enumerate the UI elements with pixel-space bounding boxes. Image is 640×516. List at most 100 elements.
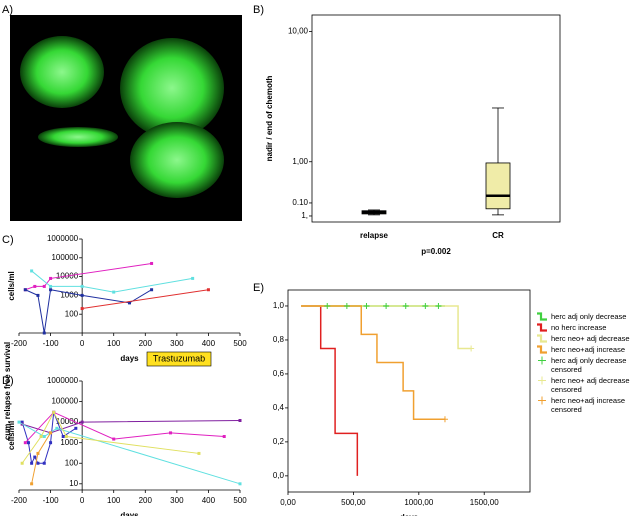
y-tick-label: 10000 [56,417,79,426]
legend-item: herc neo+ adj decrease censored [536,376,636,394]
legend-label: herc neo+ adj decrease censored [551,376,630,394]
y-tick-label: 10 [69,479,78,488]
x-tick-label: -100 [43,339,60,348]
series-line [82,289,209,310]
legend-item: herc neo+adj increase [536,345,636,354]
point [61,434,65,438]
point [150,261,154,265]
x-tick-label: 100 [107,339,121,348]
x-tick-label: 1000,00 [404,498,433,507]
point [80,420,84,424]
point [42,284,46,288]
legend-item: herc neo+ adj decrease [536,334,636,343]
y-tick-label: 0,6 [273,369,285,378]
y-tick-label: 0.10 [292,198,308,207]
point [169,431,173,435]
point [20,420,24,424]
point [64,434,68,438]
survival-step [301,305,472,350]
point [36,293,40,297]
x-tick-label: 200 [139,496,153,505]
annotation: Trastuzumab [153,353,205,363]
legend-swatch [538,376,546,385]
x-tick-label: 400 [202,496,216,505]
point [17,420,21,424]
point [42,461,46,465]
series-line [18,421,241,485]
legend-label: herc neo+adj increase [551,345,626,354]
x-tick-label: 500,00 [341,498,366,507]
series-line [22,419,241,434]
censor-mark [435,302,442,309]
series-line [25,289,152,334]
x-tick-label: 200 [139,339,153,348]
legend-item: herc adj only decrease [536,312,636,321]
survival-step [301,305,445,421]
y-tick-label: 10,00 [288,27,309,36]
censor-mark [363,302,370,309]
point [112,437,116,441]
censor-mark [422,302,429,309]
y-tick-label: 100 [65,309,79,318]
point [23,288,27,292]
x-tick-label: relapse [360,231,389,240]
x-tick-label: 300 [170,339,184,348]
x-tick-label: -200 [11,496,28,505]
y-tick-label: 100000 [51,253,78,262]
point [33,455,37,459]
point [112,290,116,294]
point [49,431,53,435]
x-tick-label: 0,00 [280,498,296,507]
y-tick-label: 1,0 [273,301,285,310]
point [42,434,46,438]
y-tick-label: 1,00 [292,157,308,166]
plot-frame [287,289,531,493]
censor-mark [383,302,390,309]
point [42,331,46,335]
point [33,284,37,288]
annotation-box [146,351,212,367]
point [49,284,53,288]
y-tick-label: 0,2 [273,437,285,446]
y-axis-label: cells/ml [7,271,16,300]
point [80,307,84,311]
point [39,434,43,438]
panel-label: D) [2,375,14,387]
legend-swatch [537,323,547,332]
x-tick-label: 100 [107,496,121,505]
y-tick-label: 1000 [60,438,78,447]
x-axis-label: days [120,511,139,516]
point [49,288,53,292]
x-tick-label: 300 [170,496,184,505]
series-line [21,412,77,465]
point [74,426,78,430]
legend-swatch [537,334,547,343]
x-tick-label: 500 [233,496,247,505]
box [485,162,511,210]
point [206,288,210,292]
survival-step [301,305,359,476]
y-tick-label: 1000 [60,291,78,300]
legend-item: herc adj only decrease censored [536,356,636,374]
x-tick-label: 500 [233,339,247,348]
legend-swatch [538,356,546,365]
x-tick-label: -100 [43,496,60,505]
y-tick-label: 1, [301,211,308,220]
censor-mark [324,302,331,309]
x-tick-label: 0 [80,496,85,505]
point [128,301,131,305]
point [238,482,242,486]
y-axis-label: cum. relapse free survival [3,342,12,440]
legend-item: herc neo+adj increase censored [536,396,636,414]
panel-label: B) [253,4,264,16]
point [30,269,34,273]
x-tick-label: 400 [202,339,216,348]
panel-label: E) [253,282,264,294]
x-tick-label: 1500,00 [470,498,499,507]
y-axis-label: nadir / end of chemoth [265,75,274,161]
legend-swatch [538,396,546,405]
point [222,434,226,438]
point [80,293,84,297]
